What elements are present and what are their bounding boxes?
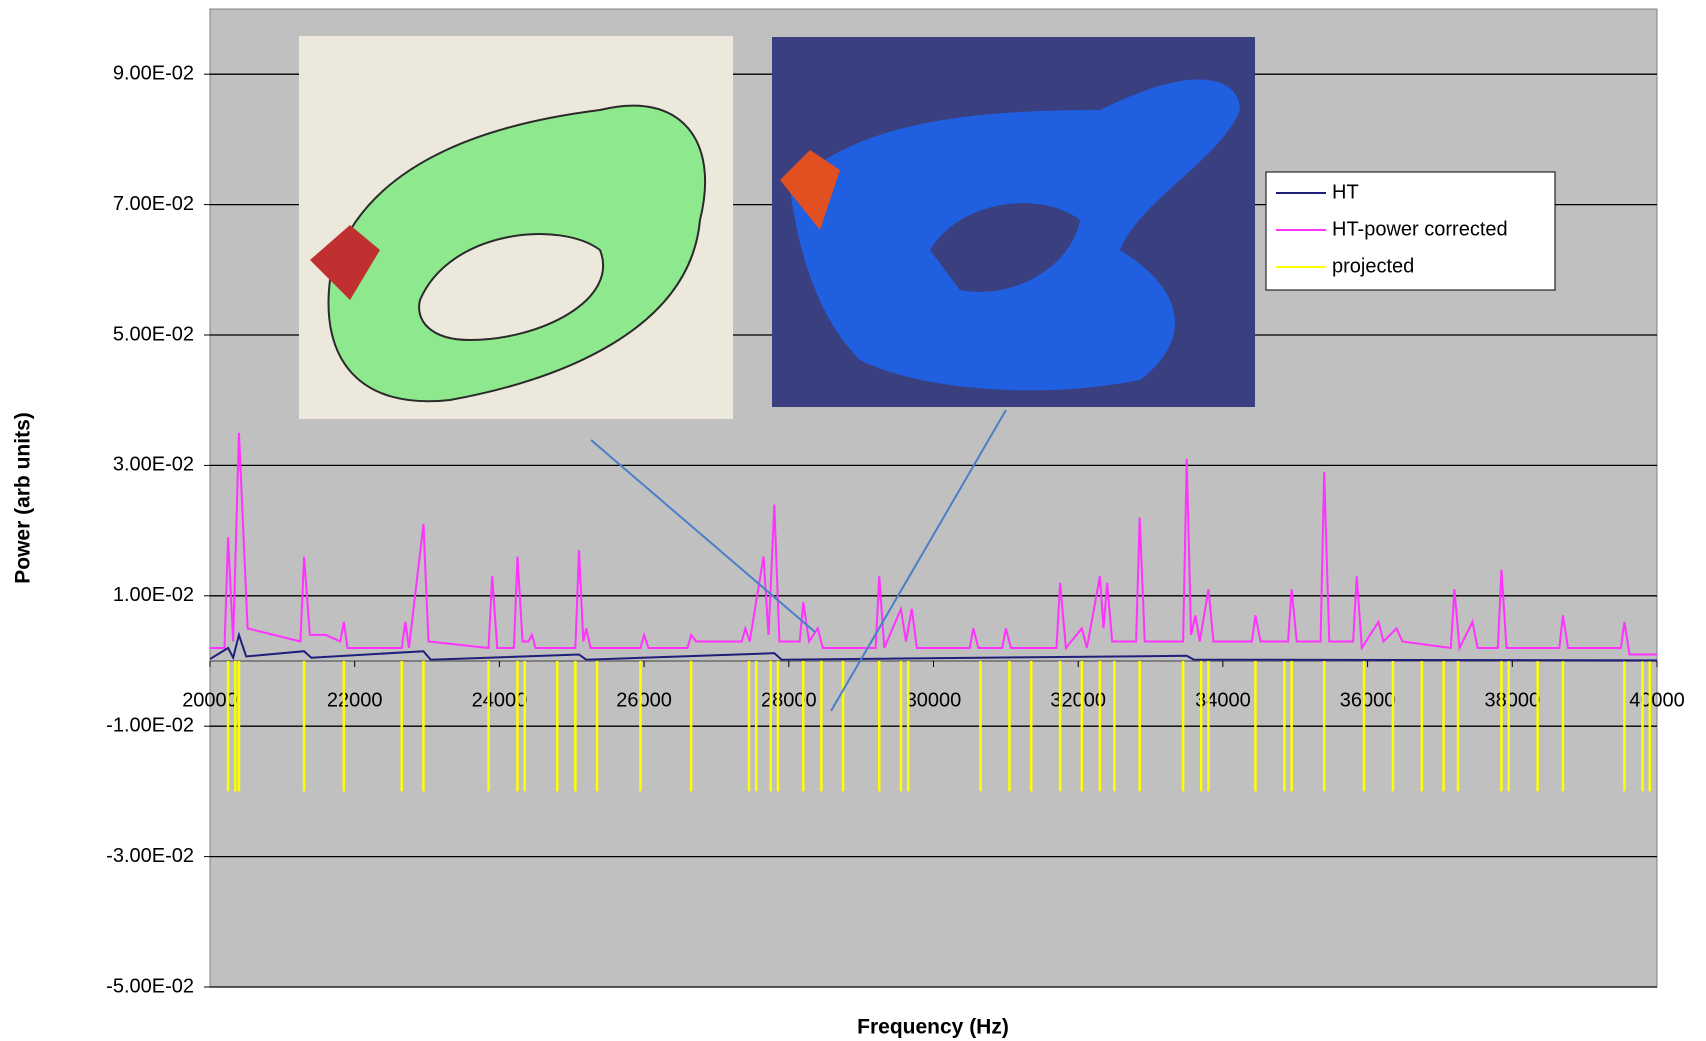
x-tick-label: 28000	[761, 689, 817, 711]
x-tick-label: 36000	[1340, 689, 1396, 711]
y-tick-label: -1.00E-02	[106, 714, 194, 736]
inset-wireframe	[299, 36, 733, 419]
legend-label: projected	[1332, 255, 1414, 277]
chart: -5.00E-02 -3.00E-02 -1.00E-02 1.00E-02 3.00E…	[0, 0, 1706, 1041]
x-tick-label: 40000	[1629, 689, 1685, 711]
x-tick-label: 24000	[472, 689, 528, 711]
x-tick-label: 26000	[616, 689, 672, 711]
y-tick-label: 1.00E-02	[113, 584, 194, 606]
page: -5.00E-02 -3.00E-02 -1.00E-02 1.00E-02 3.00E…	[0, 0, 1706, 1041]
x-axis-title: Frequency (Hz)	[857, 1016, 1009, 1039]
y-tick-label: 9.00E-02	[113, 62, 194, 84]
legend-label: HT-power corrected	[1332, 218, 1508, 240]
x-tick-label: 30000	[906, 689, 962, 711]
x-tick-label: 38000	[1484, 689, 1540, 711]
inset-fea	[772, 37, 1255, 407]
x-tick-label: 34000	[1195, 689, 1251, 711]
y-axis-title: Power (arb units)	[12, 412, 35, 584]
y-tick-label: 3.00E-02	[113, 454, 194, 476]
y-tick-label: 5.00E-02	[113, 323, 194, 345]
x-tick-label: 20000	[182, 689, 238, 711]
y-tick-label: 7.00E-02	[113, 193, 194, 215]
y-tick-label: -3.00E-02	[106, 845, 194, 867]
x-tick-label: 22000	[327, 689, 383, 711]
legend: HT HT-power corrected projected	[1266, 172, 1555, 290]
legend-label: HT	[1332, 181, 1359, 203]
x-tick-label: 32000	[1050, 689, 1106, 711]
y-tick-label: -5.00E-02	[106, 975, 194, 997]
